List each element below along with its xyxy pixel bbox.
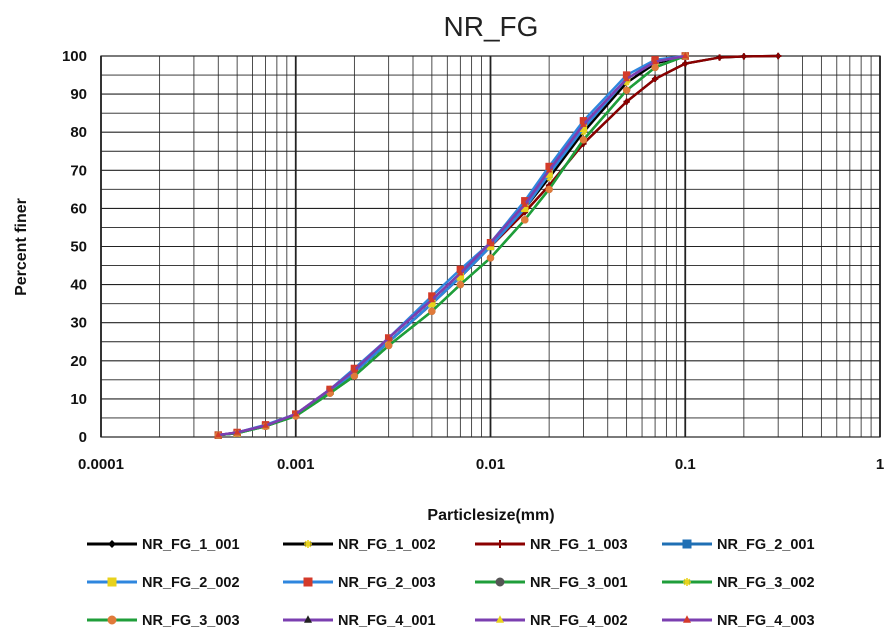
data-point [682, 52, 689, 59]
data-point [521, 200, 528, 207]
data-point [740, 53, 748, 60]
y-tick-label: 0 [79, 429, 87, 446]
data-point [428, 295, 436, 303]
x-tick-label: 0.1 [675, 456, 696, 473]
data-point [384, 341, 393, 350]
legend-label: NR_FG_3_001 [530, 575, 628, 591]
x-tick-label: 1 [876, 456, 884, 473]
data-point [457, 269, 464, 276]
legend-marker [495, 577, 505, 587]
legend-marker [108, 540, 116, 548]
y-tick-label: 90 [70, 86, 87, 103]
legend-marker [683, 578, 691, 586]
legend-label: NR_FG_2_001 [717, 537, 815, 553]
data-point [215, 431, 222, 438]
legend-marker [496, 615, 504, 623]
data-point [682, 60, 689, 67]
data-point [651, 75, 659, 83]
x-tick-label: 0.01 [476, 456, 505, 473]
legend-label: NR_FG_2_002 [142, 575, 240, 591]
legend-item: NR_FG_4_002 [475, 613, 628, 629]
chart-title: NR_FG [444, 11, 539, 42]
data-point [580, 129, 587, 136]
legend-label: NR_FG_1_003 [530, 537, 628, 553]
series-line [218, 54, 686, 437]
legend-marker [682, 539, 692, 549]
data-point [233, 428, 241, 435]
data-point [262, 421, 269, 428]
legend-item: NR_FG_2_003 [283, 575, 436, 591]
legend-label: NR_FG_4_001 [338, 613, 436, 629]
y-tick-label: 10 [70, 391, 87, 408]
data-point [521, 216, 529, 224]
legend-item: NR_FG_4_003 [662, 613, 815, 629]
data-point [579, 136, 588, 144]
data-point [623, 74, 630, 82]
data-point [651, 57, 659, 64]
y-tick-labels: 0 10 20 30 40 50 60 70 80 90 100 [62, 48, 87, 446]
data-point [486, 254, 495, 262]
data-point [350, 372, 359, 380]
series-nr-fg-4-003 [215, 52, 689, 438]
x-axis-label: Particlesize(mm) [427, 507, 554, 524]
y-tick-label: 70 [70, 162, 87, 179]
y-tick-label: 50 [70, 239, 87, 256]
data-point [623, 98, 630, 105]
legend-label: NR_FG_4_002 [530, 613, 628, 629]
legend-label: NR_FG_3_002 [717, 575, 815, 591]
legend-marker [303, 577, 313, 587]
legend-item: NR_FG_3_001 [475, 575, 628, 591]
legend-marker [496, 540, 504, 548]
data-point [545, 185, 553, 194]
data-point [351, 366, 358, 373]
x-tick-label: 0.0001 [78, 456, 124, 473]
legend-item: NR_FG_4_001 [283, 613, 436, 629]
legend-label: NR_FG_3_003 [142, 613, 240, 629]
legend-item: NR_FG_1_002 [283, 537, 436, 553]
data-point [545, 166, 553, 173]
y-tick-label: 100 [62, 48, 87, 65]
y-tick-label: 20 [70, 353, 87, 370]
legend-item: NR_FG_1_001 [87, 537, 240, 553]
data-point [456, 280, 465, 289]
data-point [651, 63, 659, 72]
legend-label: NR_FG_1_002 [338, 537, 436, 553]
legend-marker [304, 540, 312, 548]
plot-grid [100, 55, 881, 438]
data-point [580, 120, 587, 127]
legend-label: NR_FG_4_003 [717, 613, 815, 629]
legend-item: NR_FG_1_003 [475, 537, 628, 553]
legend-item: NR_FG_3_002 [662, 575, 815, 591]
legend-item: NR_FG_2_002 [87, 575, 240, 591]
legend-item: NR_FG_3_003 [87, 613, 240, 629]
y-tick-label: 30 [70, 315, 87, 332]
data-point [716, 54, 723, 61]
data-point [774, 52, 782, 60]
y-tick-label: 60 [70, 200, 87, 217]
legend-label: NR_FG_1_001 [142, 537, 240, 553]
legend: NR_FG_1_001 NR_FG_1_002 NR_FG_1_003 NR_FG_2… [87, 537, 815, 629]
legend-marker [107, 577, 117, 587]
data-point [622, 86, 631, 94]
data-point [385, 333, 392, 341]
series-layer [214, 52, 782, 439]
data-point [623, 79, 630, 86]
data-point [428, 307, 436, 315]
x-tick-labels: 0.0001 0.001 0.01 0.1 1 [78, 456, 884, 473]
y-tick-label: 80 [70, 124, 87, 141]
data-point [487, 238, 494, 245]
legend-marker [304, 615, 312, 623]
data-point [292, 410, 299, 417]
data-point [545, 174, 553, 182]
legend-label: NR_FG_2_003 [338, 575, 436, 591]
series-line [218, 54, 686, 437]
y-tick-label: 40 [70, 277, 87, 294]
y-axis-label: Percent finer [13, 198, 30, 296]
legend-marker [107, 615, 117, 625]
data-point [326, 385, 334, 392]
x-tick-label: 0.001 [277, 456, 315, 473]
legend-item: NR_FG_2_001 [662, 537, 815, 553]
legend-marker [683, 615, 691, 623]
